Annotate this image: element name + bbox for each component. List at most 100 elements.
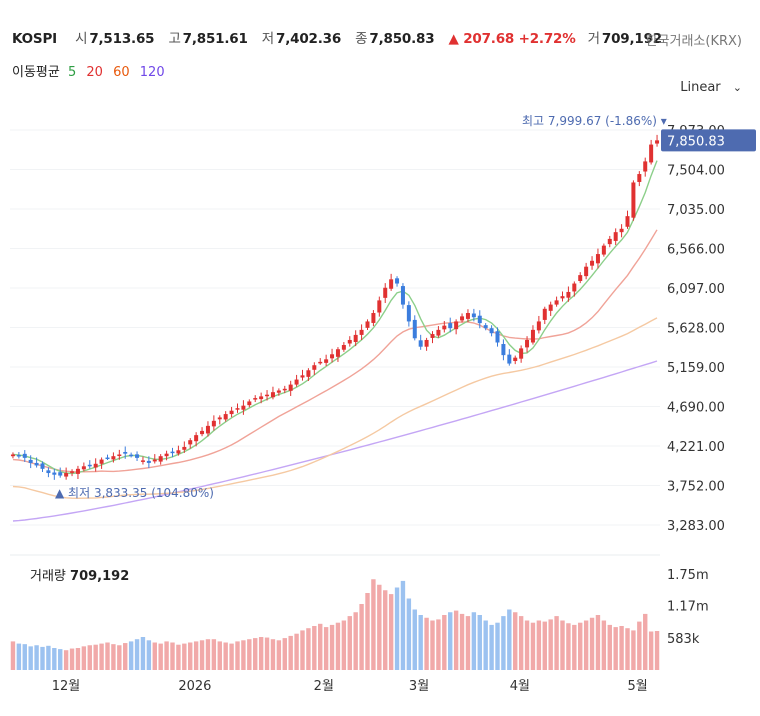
candle-body (548, 304, 553, 311)
volume-bar (146, 640, 152, 670)
ma120-label[interactable]: 120 (139, 65, 165, 80)
candle-body (330, 354, 335, 359)
volume-bar (270, 639, 276, 670)
volume-bar (99, 643, 104, 670)
candle-body (383, 287, 388, 298)
candles (10, 134, 660, 480)
candle-body (270, 392, 275, 398)
candle-body (229, 410, 234, 415)
scale-value: Linear (680, 80, 721, 95)
candle-body (566, 291, 571, 298)
volume-bar (595, 615, 601, 670)
volume-bar (388, 594, 394, 670)
candle-body (70, 471, 75, 473)
symbol: KOSPI (12, 31, 57, 47)
candle-body (483, 325, 488, 329)
volume-bar (253, 638, 258, 670)
candle-body (170, 451, 175, 454)
y-tick-label: 7,035.00 (667, 203, 725, 218)
candle-body (448, 323, 453, 329)
volume-bar (453, 610, 459, 670)
volume-bar (619, 626, 624, 670)
scale-dropdown[interactable]: Linear ⌄ (680, 80, 742, 95)
candle-body (454, 321, 459, 330)
candle-body (188, 440, 193, 445)
candle-body (123, 451, 128, 454)
open-label: 시 (75, 31, 88, 47)
volume-bar (548, 619, 553, 670)
volume-bar (152, 642, 157, 670)
volume-bar (264, 637, 270, 670)
candle-body (389, 279, 394, 289)
candle-body (412, 319, 417, 339)
candle-body (176, 450, 181, 454)
volume-bar (164, 641, 169, 670)
candle-body (395, 278, 400, 284)
candle-body (111, 456, 116, 460)
candle-body (117, 454, 122, 457)
ma60-label[interactable]: 60 (113, 65, 130, 80)
candle-body (501, 344, 506, 356)
volume-panel-value: 709,192 (70, 569, 130, 584)
candle-body (87, 464, 92, 467)
candle-body (365, 321, 370, 328)
volume-bar (507, 609, 512, 670)
volume-bar (654, 631, 660, 670)
volume-bar (46, 645, 51, 670)
volume-bar (359, 604, 364, 670)
candle-body (223, 414, 228, 420)
volume-tick-label: 1.75m (667, 568, 709, 583)
volume-bar (542, 621, 547, 670)
candle-body (578, 275, 583, 282)
candle-body (146, 460, 151, 463)
ma20-line (12, 229, 658, 473)
candle-body (418, 340, 423, 347)
x-tick-label: 3월 (409, 679, 429, 694)
volume-tick-label: 583k (667, 632, 700, 647)
candle-body (135, 454, 140, 458)
candle-body (519, 348, 524, 359)
volume-bar (365, 593, 370, 670)
ma60-line (12, 317, 658, 500)
volume-bar (111, 644, 116, 670)
volume-bar (631, 630, 636, 670)
volume-bar (524, 620, 530, 670)
volume-bar (335, 622, 341, 670)
volume-bar (205, 639, 211, 670)
candle-body (637, 174, 642, 182)
volume-title: 거래량 709,192 (30, 565, 129, 584)
volume-bar (637, 621, 642, 670)
volume-bar (217, 641, 222, 670)
candle-body (140, 460, 145, 462)
ma5-label[interactable]: 5 (67, 65, 77, 80)
volume-bar (323, 627, 329, 670)
ma-legend-label: 이동평균 (12, 65, 60, 80)
volume-bar (406, 598, 412, 670)
candle-body (625, 216, 630, 227)
candle-body (584, 266, 589, 277)
volume-bar (394, 587, 400, 670)
candle-body (406, 305, 411, 322)
candle-body (424, 339, 429, 347)
volume-bar (589, 617, 595, 670)
candle-body (477, 315, 482, 324)
volume-bar (235, 641, 240, 670)
candle-body (442, 325, 447, 330)
volume-bar (383, 590, 388, 670)
volume-bar (465, 616, 471, 670)
volume-bar (34, 645, 39, 670)
last-price-tag (661, 129, 756, 152)
volume-bar (176, 644, 181, 670)
volume-bar (182, 643, 187, 670)
candle-body (341, 345, 346, 350)
volume-bar (105, 642, 110, 670)
low-label: 저 (261, 31, 275, 47)
candle-body (75, 468, 80, 474)
candle-body (241, 405, 246, 410)
candle-body (105, 457, 110, 460)
volume-bar (288, 635, 293, 670)
volume-bar (193, 641, 199, 670)
volume-bar (75, 648, 81, 670)
ma20-label[interactable]: 20 (86, 65, 103, 80)
